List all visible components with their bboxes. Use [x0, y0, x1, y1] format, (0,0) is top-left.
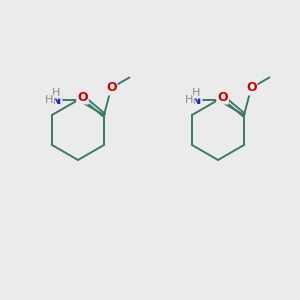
Text: N: N	[51, 94, 62, 106]
Text: N: N	[191, 94, 201, 106]
Text: H: H	[52, 88, 60, 98]
Text: O: O	[77, 91, 88, 103]
Text: H: H	[192, 88, 200, 98]
Text: O: O	[217, 91, 228, 103]
Text: O: O	[246, 82, 256, 94]
Text: H: H	[45, 95, 53, 105]
Text: H: H	[185, 95, 194, 105]
Text: O: O	[106, 82, 116, 94]
